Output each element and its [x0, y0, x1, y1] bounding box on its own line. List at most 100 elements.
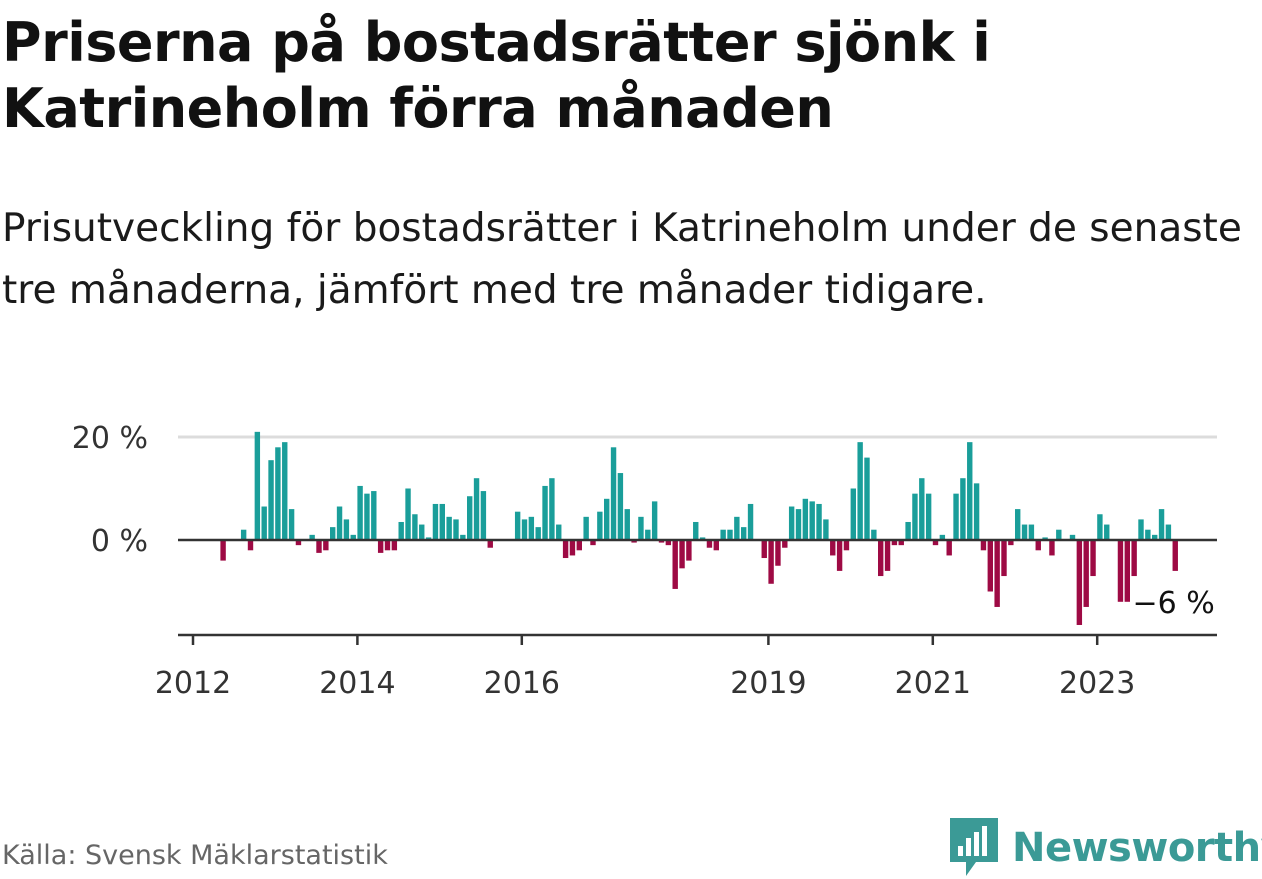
- bar: [706, 540, 713, 548]
- bar: [254, 431, 261, 540]
- bar: [535, 527, 541, 541]
- x-tick-label: 2023: [1059, 666, 1135, 701]
- bar: [912, 493, 918, 540]
- bar: [836, 540, 843, 571]
- bar: [782, 540, 788, 548]
- bar: [377, 540, 384, 553]
- bar: [1083, 540, 1089, 607]
- bar: [1152, 534, 1158, 540]
- bar: [556, 524, 562, 540]
- bar: [967, 442, 973, 540]
- bar: [453, 519, 459, 540]
- bar: [528, 516, 535, 541]
- brand-name: Newsworthy: [1012, 825, 1262, 871]
- bar: [425, 537, 432, 540]
- bar: [1124, 540, 1130, 602]
- bar: [747, 503, 754, 540]
- bar: [1104, 524, 1110, 540]
- bar: [542, 485, 548, 541]
- x-tick-label: 2014: [319, 666, 395, 701]
- bar: [658, 540, 665, 543]
- bar: [562, 540, 569, 559]
- bar: [336, 506, 343, 540]
- bar: [864, 457, 870, 540]
- bar: [1165, 524, 1172, 540]
- bar: [946, 540, 952, 556]
- bar-chart: 20 % 0 % 2012 2014 2016 2019 2021 2023 −6 %: [72, 421, 1217, 701]
- bar: [1008, 540, 1014, 546]
- bar: [480, 491, 487, 540]
- x-tick-label: 2012: [155, 666, 231, 701]
- bar: [1001, 540, 1007, 577]
- bar: [261, 506, 267, 540]
- bar: [679, 540, 685, 569]
- bar: [1021, 524, 1028, 540]
- source-note: Källa: Svensk Mäklarstatistik: [2, 840, 388, 871]
- bar: [1172, 540, 1178, 571]
- bar: [295, 540, 302, 546]
- bar: [871, 529, 877, 540]
- chart-subtitle: Prisutveckling för bostadsrätter i Katri…: [2, 206, 1242, 313]
- brand-logo: Newsworthy: [950, 818, 1262, 878]
- bar: [1056, 529, 1062, 540]
- bar: [665, 540, 672, 546]
- bar: [432, 503, 439, 540]
- bar: [412, 514, 418, 540]
- bar: [240, 529, 247, 540]
- bar: [569, 540, 576, 556]
- bar: [713, 540, 719, 551]
- bar: [734, 516, 740, 541]
- bar: [761, 540, 767, 559]
- bar: [925, 493, 932, 540]
- bar: [802, 498, 809, 540]
- bar: [980, 540, 987, 551]
- bar: [741, 527, 747, 541]
- bar: [1097, 514, 1103, 540]
- bar: [604, 498, 610, 540]
- bar: [1131, 540, 1137, 577]
- bar: [1117, 540, 1124, 602]
- bar: [275, 447, 281, 540]
- x-tick-label: 2016: [484, 666, 560, 701]
- bar: [610, 447, 617, 540]
- bar: [323, 540, 329, 551]
- bar: [788, 506, 795, 540]
- bar: [330, 527, 336, 541]
- bar: [350, 534, 356, 540]
- bar: [631, 540, 637, 543]
- bar: [919, 478, 925, 540]
- bar: [391, 540, 398, 551]
- bar: [446, 516, 452, 541]
- bar: [309, 534, 315, 540]
- bar: [830, 540, 836, 556]
- bar: [467, 496, 473, 541]
- bar: [768, 540, 774, 584]
- y-tick-label: 20 %: [72, 421, 148, 456]
- bar: [439, 503, 445, 540]
- bar: [905, 521, 911, 541]
- bar: [973, 483, 980, 540]
- bar: [823, 519, 829, 540]
- bar: [268, 460, 274, 541]
- bar: [597, 511, 603, 541]
- bar: [487, 540, 493, 548]
- bar: [343, 519, 350, 540]
- bar: [1028, 524, 1035, 540]
- chart-logo-icon: [950, 818, 998, 876]
- bar: [1158, 509, 1165, 540]
- bar: [672, 540, 678, 589]
- bar: [371, 491, 377, 540]
- bar: [939, 534, 946, 540]
- y-tick-label: 0 %: [91, 524, 148, 559]
- bar: [1035, 540, 1041, 551]
- bar: [638, 516, 644, 541]
- bar: [891, 540, 898, 546]
- bar: [727, 529, 733, 540]
- bar: [576, 540, 582, 551]
- bar: [1090, 540, 1096, 577]
- bar: [651, 501, 658, 541]
- bar: [686, 540, 692, 561]
- bar: [809, 501, 815, 541]
- bar: [699, 537, 706, 540]
- bar: [247, 540, 254, 551]
